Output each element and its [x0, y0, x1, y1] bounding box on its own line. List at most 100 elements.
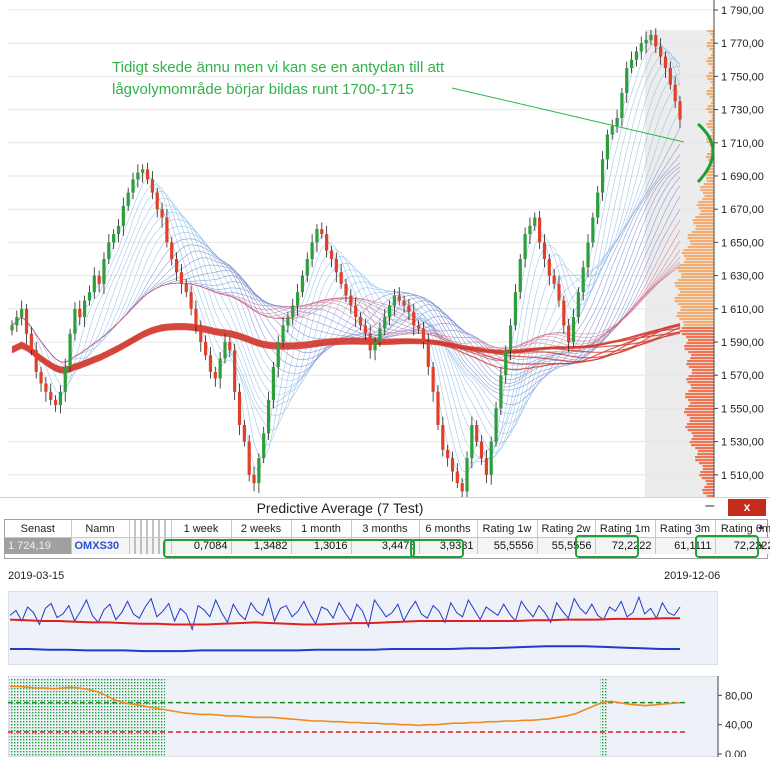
minimize-button[interactable]: – [705, 497, 715, 514]
volume-bar [705, 171, 714, 174]
volume-bar [690, 402, 714, 405]
volume-bar [705, 156, 714, 159]
candle-body [179, 272, 184, 284]
volume-bar [710, 129, 714, 132]
volume-bar [709, 48, 714, 51]
candle-body [155, 192, 159, 210]
col-rating-1w[interactable]: Rating 1w [477, 520, 538, 538]
col-rating-1m[interactable]: Rating 1m [595, 520, 656, 538]
candle-body [518, 259, 522, 293]
candle-body [528, 225, 532, 235]
volume-bar [697, 453, 714, 456]
volume-bar [708, 72, 714, 75]
candle-body [20, 308, 24, 318]
volume-bar [707, 105, 714, 108]
volume-bar [689, 441, 714, 444]
col-rating-2w[interactable]: Rating 2w [537, 520, 596, 538]
candle-body [649, 34, 653, 40]
candle-body [213, 371, 217, 379]
volume-bar [676, 315, 714, 318]
scroll-up-arrow-icon[interactable]: ▲ [757, 522, 765, 531]
candle-body [358, 317, 363, 326]
volume-bar [706, 483, 714, 486]
price-chart[interactable]: 1 790,00 1 770,00 1 750,00 1 730,00 1 710,00… [0, 0, 770, 497]
volume-bar [712, 84, 714, 87]
oscillator-red-line [9, 617, 680, 626]
col-1week[interactable]: 1 week [171, 520, 232, 538]
candle-body [659, 46, 663, 57]
volume-bar [692, 219, 714, 222]
col-3months[interactable]: 3 months [351, 520, 420, 538]
candle-body [600, 159, 605, 193]
cell-rating-6m: 72,2222 [715, 537, 770, 554]
signal-zone-right [600, 678, 608, 756]
candle-body [112, 234, 116, 243]
candle-body [470, 425, 474, 459]
col-namn[interactable]: Namn [71, 520, 130, 538]
ma-line [11, 66, 681, 454]
cell-6months: 3,9381 [419, 537, 478, 554]
candle-body [334, 259, 338, 273]
volume-bar [709, 135, 714, 138]
volume-bar [701, 477, 714, 480]
close-button[interactable]: x [728, 499, 766, 516]
y-tick-label: 1 610,00 [721, 304, 764, 316]
col-rating-6m[interactable]: Rating 6m [715, 520, 770, 538]
cell-namn[interactable]: OMXS30 [71, 537, 130, 554]
col-rating-3m[interactable]: Rating 3m [655, 520, 716, 538]
volume-bar [700, 189, 714, 192]
volume-bar [702, 198, 714, 201]
oscillator-panel[interactable] [8, 591, 718, 665]
candle-body [266, 400, 271, 434]
volume-bar [695, 447, 714, 450]
scroll-down-arrow-icon[interactable]: ▼ [757, 542, 765, 551]
volume-bar [698, 450, 714, 453]
candle-body [73, 308, 77, 334]
volume-bar [691, 438, 714, 441]
volume-bar [709, 87, 714, 90]
candle-body [417, 325, 421, 329]
volume-bar [706, 90, 714, 93]
volume-bar [699, 213, 714, 216]
col-senast[interactable]: Senast [5, 520, 72, 538]
candle-body [24, 308, 29, 334]
candle-body [300, 275, 305, 293]
candle-body [136, 172, 140, 180]
volume-bar [700, 471, 714, 474]
candle-body [557, 283, 561, 301]
volume-bar [686, 342, 714, 345]
volume-bar [680, 309, 714, 312]
candle-body [257, 458, 261, 484]
volume-bar [702, 192, 714, 195]
col-6months[interactable]: 6 months [419, 520, 478, 538]
rating-panel[interactable]: 80,00 40,00 0,00 [8, 676, 770, 757]
volume-bar [711, 69, 714, 72]
candle-body [58, 391, 63, 406]
col-2weeks[interactable]: 2 weeks [231, 520, 292, 538]
volume-bar [708, 63, 714, 66]
candle-body [446, 449, 450, 459]
volume-bar [707, 57, 714, 60]
volume-bar [706, 42, 714, 45]
volume-bar [681, 327, 714, 330]
oscillator-blue-line [9, 595, 681, 632]
volume-bar [679, 291, 714, 294]
candle-body [160, 209, 164, 218]
candle-body [262, 433, 266, 459]
volume-bar [686, 363, 714, 366]
candle-body [378, 328, 382, 342]
volume-bar [690, 384, 714, 387]
volume-bar [710, 33, 714, 36]
volume-bar [688, 390, 714, 393]
prediction-table[interactable]: Senast Namn 1 week 2 weeks 1 month 3 mon… [4, 519, 770, 559]
volume-bar [685, 426, 714, 429]
volume-bar [690, 243, 714, 246]
candle-body [116, 225, 121, 235]
ma-line [11, 51, 681, 463]
col-1month[interactable]: 1 month [291, 520, 352, 538]
candle-body [513, 292, 518, 326]
volume-bar [698, 207, 714, 210]
candle-body [547, 259, 551, 276]
window-titlebar[interactable]: Predictive Average (7 Test) – x [0, 497, 770, 518]
table-row[interactable]: 1 724,19 OMXS30 0,7084 1,3482 1,3016 3,4… [5, 537, 770, 554]
